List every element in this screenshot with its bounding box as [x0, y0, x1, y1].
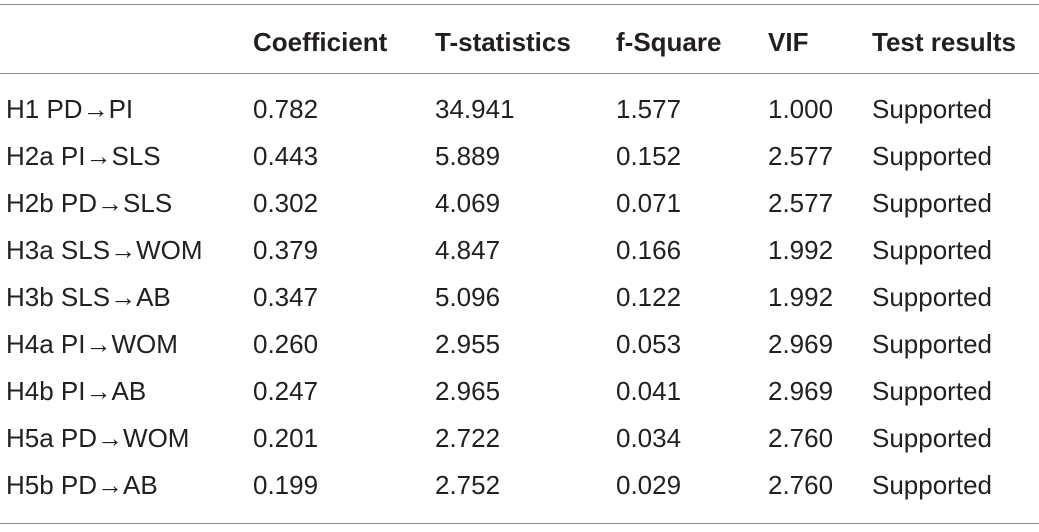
vif-cell: 2.969	[768, 329, 834, 359]
t-statistics-cell: 2.965	[435, 376, 501, 406]
test-result-cell: Supported	[872, 93, 992, 124]
f-square-cell: 0.152	[616, 141, 682, 171]
f-square-cell: 0.071	[616, 188, 682, 218]
test-result-cell: Supported	[872, 235, 992, 265]
test-result-cell: Supported	[872, 282, 992, 312]
t-statistics-cell: 5.096	[435, 282, 501, 312]
coefficient-cell: 0.302	[253, 188, 319, 218]
hypothesis-cell: H4a PI→WOM	[6, 329, 178, 359]
table-row: H2b PD→SLS 0.302 4.069 0.071 2.577 Supported	[0, 180, 1039, 227]
hypothesis-cell: H3b SLS→AB	[6, 282, 171, 312]
header-t-statistics: T-statistics	[435, 26, 571, 57]
vif-cell: 1.000	[768, 93, 834, 124]
coefficient-cell: 0.247	[253, 376, 319, 406]
table-header-row: Coefficient T-statistics f-Square VIF Te…	[0, 5, 1039, 73]
t-statistics-cell: 4.069	[435, 188, 501, 218]
header-hypothesis	[0, 5, 247, 73]
test-result-cell: Supported	[872, 470, 992, 500]
header-vif: VIF	[768, 26, 809, 57]
t-statistics-cell: 34.941	[435, 93, 515, 124]
f-square-cell: 1.577	[616, 93, 682, 124]
table-row: H3b SLS→AB 0.347 5.096 0.122 1.992 Supported	[0, 274, 1039, 321]
header-test-results: Test results	[872, 26, 1017, 57]
f-square-cell: 0.029	[616, 470, 682, 500]
header-f-square: f-Square	[616, 26, 722, 57]
t-statistics-cell: 5.889	[435, 141, 501, 171]
f-square-cell: 0.041	[616, 376, 682, 406]
t-statistics-cell: 2.752	[435, 470, 501, 500]
hypothesis-results-table: Coefficient T-statistics f-Square VIF Te…	[0, 5, 1039, 509]
vif-cell: 2.760	[768, 470, 834, 500]
table-row: H5a PD→WOM 0.201 2.722 0.034 2.760 Supported	[0, 415, 1039, 462]
coefficient-cell: 0.201	[253, 423, 319, 453]
f-square-cell: 0.122	[616, 282, 682, 312]
hypothesis-cell: H2b PD→SLS	[6, 188, 173, 218]
f-square-cell: 0.034	[616, 423, 682, 453]
test-result-cell: Supported	[872, 141, 992, 171]
vif-cell: 2.760	[768, 423, 834, 453]
coefficient-cell: 0.199	[253, 470, 319, 500]
test-result-cell: Supported	[872, 329, 992, 359]
coefficient-cell: 0.260	[253, 329, 319, 359]
table-top-rule	[0, 4, 1039, 5]
table-row: H1 PD→PI 0.782 34.941 1.577 1.000 Supported	[0, 73, 1039, 133]
hypothesis-cell: H3a SLS→WOM	[6, 235, 203, 265]
test-result-cell: Supported	[872, 423, 992, 453]
coefficient-cell: 0.782	[253, 93, 319, 124]
hypothesis-cell: H2a PI→SLS	[6, 141, 161, 171]
t-statistics-cell: 2.722	[435, 423, 501, 453]
f-square-cell: 0.166	[616, 235, 682, 265]
header-coefficient: Coefficient	[253, 26, 388, 57]
t-statistics-cell: 4.847	[435, 235, 501, 265]
table-row: H2a PI→SLS 0.443 5.889 0.152 2.577 Supported	[0, 133, 1039, 180]
vif-cell: 2.577	[768, 188, 834, 218]
coefficient-cell: 0.443	[253, 141, 319, 171]
table-row: H4b PI→AB 0.247 2.965 0.041 2.969 Supported	[0, 368, 1039, 415]
table-header-rule	[0, 73, 1039, 74]
hypothesis-cell: H5b PD→AB	[6, 470, 158, 500]
hypothesis-cell: H1 PD→PI	[6, 93, 134, 124]
vif-cell: 1.992	[768, 282, 834, 312]
hypothesis-cell: H5a PD→WOM	[6, 423, 190, 453]
coefficient-cell: 0.379	[253, 235, 319, 265]
hypothesis-cell: H4b PI→AB	[6, 376, 147, 406]
f-square-cell: 0.053	[616, 329, 682, 359]
coefficient-cell: 0.347	[253, 282, 319, 312]
table-row: H3a SLS→WOM 0.379 4.847 0.166 1.992 Supported	[0, 227, 1039, 274]
table-bottom-rule	[0, 523, 1039, 524]
table-row: H4a PI→WOM 0.260 2.955 0.053 2.969 Supported	[0, 321, 1039, 368]
table-row: H5b PD→AB 0.199 2.752 0.029 2.760 Supported	[0, 462, 1039, 509]
vif-cell: 2.969	[768, 376, 834, 406]
vif-cell: 2.577	[768, 141, 834, 171]
test-result-cell: Supported	[872, 376, 992, 406]
vif-cell: 1.992	[768, 235, 834, 265]
t-statistics-cell: 2.955	[435, 329, 501, 359]
test-result-cell: Supported	[872, 188, 992, 218]
